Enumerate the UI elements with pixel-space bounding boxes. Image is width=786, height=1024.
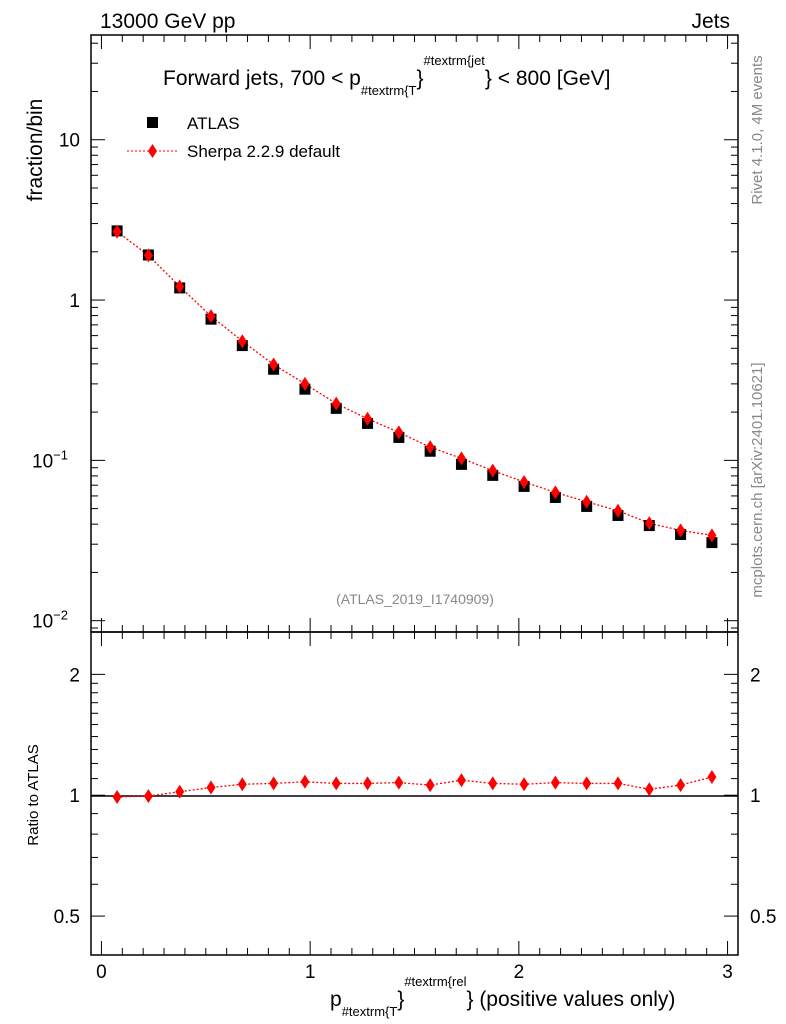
legend-atlas-marker [147,117,158,128]
sherpa-point [300,376,310,391]
sherpa-ratio-point [331,776,341,791]
y-tick-label: 10−1 [32,447,68,472]
chart-title: Forward jets, 700 < p#textrm{T}#textrm{j… [163,53,610,98]
data-marks [111,224,718,804]
ratio-tick-label: 0.5 [54,907,80,928]
ratio-y-axis-label: Ratio to ATLAS [25,744,42,845]
sherpa-point [644,516,654,531]
sherpa-ratio-point [707,770,717,785]
x-axis-label: p#textrm{T}#textrm{rel} (positive values… [330,974,675,1019]
sherpa-point [394,425,404,440]
sherpa-point [206,309,216,324]
sherpa-ratio-point [644,782,654,797]
sherpa-line [116,231,713,536]
y-tick-label: 10−2 [32,608,68,633]
sherpa-ratio-point [269,776,279,791]
sherpa-point [269,357,279,372]
header-right: Jets [691,10,730,33]
sherpa-ratio-point [676,778,686,793]
legend-atlas-label: ATLAS [187,114,240,133]
ratio-frame [90,631,739,956]
sherpa-point [707,528,717,543]
sherpa-point [143,248,153,263]
sherpa-point [582,494,592,509]
sherpa-ratio-point [613,776,623,791]
ratio-tick-label: 2 [69,665,80,686]
sherpa-point [456,451,466,466]
sherpa-ratio-point [488,776,498,791]
legend-sherpa-marker [148,144,157,158]
sherpa-ratio-point [394,775,404,790]
sherpa-point [613,503,623,518]
x-tick-label: 2 [514,962,525,983]
sherpa-point [550,485,560,500]
atlas-point [706,537,718,549]
x-tick-label: 0 [96,962,107,983]
mcplots-label: mcplots.cern.ch [arXiv:2401.10621] [749,362,766,597]
sherpa-ratio-point [582,776,592,791]
sherpa-ratio-point [300,774,310,789]
ratio-tick-label: 0.5 [750,907,776,928]
x-tick-label: 1 [305,962,316,983]
sherpa-point [237,334,247,349]
sherpa-point [488,463,498,478]
legend-sherpa-label: Sherpa 2.2.9 default [187,142,340,161]
y-tick-label: 10 [59,131,80,152]
sherpa-ratio-point [237,777,247,792]
sherpa-ratio-point [175,784,185,799]
sherpa-point [175,279,185,294]
ratio-tick-label: 1 [750,786,761,807]
sherpa-ratio-point [456,773,466,788]
sherpa-ratio-point [112,789,122,804]
sherpa-point [112,224,122,239]
sherpa-point [676,523,686,538]
sherpa-ratio-point [363,776,373,791]
sherpa-ratio-point [206,780,216,795]
ratio-tick-label: 1 [69,786,80,807]
sherpa-ratio-point [143,789,153,804]
analysis-id: (ATLAS_2019_I1740909) [336,591,494,607]
y-axis-label: fraction/bin [24,99,47,202]
ratio-tick-label: 2 [750,665,761,686]
rivet-label: Rivet 4.1.0, 4M events [749,55,766,204]
sherpa-point [425,440,435,455]
sherpa-point [331,396,341,411]
sherpa-point [519,475,529,490]
y-tick-label: 1 [69,291,80,312]
x-tick-label: 3 [722,962,733,983]
sherpa-ratio-point [519,777,529,792]
axis-ticks: 0 1 2 3 10 1 10−1 10−2 2 2 1 1 0.5 0.5 [32,35,776,983]
sherpa-point [363,411,373,426]
header-left: 13000 GeV pp [100,10,235,33]
sherpa-ratio-point [425,778,435,793]
sherpa-ratio-point [550,775,560,790]
sherpa-ratio-line [117,776,713,798]
